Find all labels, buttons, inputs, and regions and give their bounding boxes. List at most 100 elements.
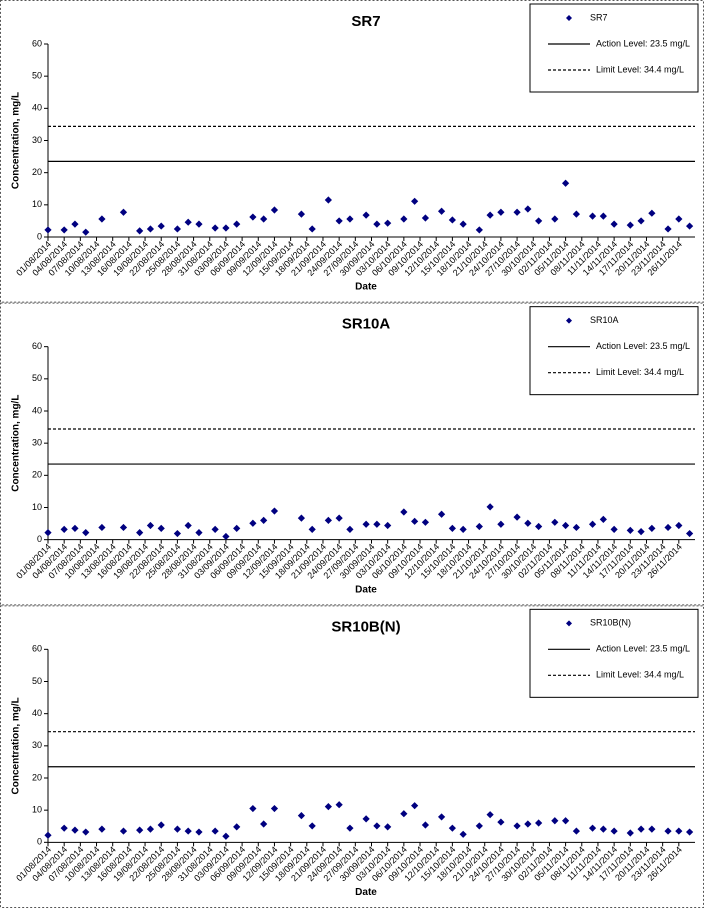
data-point bbox=[686, 828, 694, 836]
y-tick-label: 10 bbox=[32, 502, 42, 512]
data-point bbox=[486, 503, 494, 511]
y-tick-label: 0 bbox=[37, 534, 42, 544]
legend-label: Limit Level: 34.4 mg/L bbox=[596, 367, 684, 377]
data-point bbox=[459, 220, 467, 228]
data-point bbox=[82, 528, 90, 537]
data-point bbox=[308, 225, 316, 233]
data-point bbox=[346, 215, 354, 223]
y-tick-label: 50 bbox=[32, 676, 42, 686]
data-point bbox=[448, 216, 456, 224]
legend-label: Action Level: 23.5 mg/L bbox=[596, 644, 690, 654]
data-point bbox=[400, 810, 408, 818]
data-point bbox=[610, 220, 618, 228]
data-point bbox=[308, 525, 316, 533]
data-point bbox=[384, 521, 392, 530]
x-axis-title: Date bbox=[355, 282, 377, 293]
data-point bbox=[308, 822, 316, 830]
data-point bbox=[173, 225, 181, 233]
data-point bbox=[421, 821, 430, 829]
data-point bbox=[459, 830, 467, 838]
data-point bbox=[119, 523, 128, 532]
data-point bbox=[297, 514, 306, 522]
y-tick-label: 40 bbox=[32, 708, 42, 718]
data-point bbox=[297, 812, 306, 820]
data-point bbox=[475, 226, 483, 234]
data-point bbox=[98, 825, 106, 833]
data-point bbox=[362, 211, 370, 219]
data-point bbox=[637, 528, 645, 536]
data-point bbox=[44, 831, 52, 839]
data-point bbox=[222, 532, 230, 541]
legend-box bbox=[529, 306, 699, 396]
data-point bbox=[60, 226, 68, 234]
data-point bbox=[211, 224, 219, 232]
data-point bbox=[373, 220, 381, 228]
data-point bbox=[173, 825, 181, 833]
data-point bbox=[384, 219, 392, 227]
data-point bbox=[513, 208, 521, 216]
legend-marker bbox=[566, 15, 572, 21]
legend-box bbox=[529, 608, 699, 698]
y-tick-label: 20 bbox=[32, 772, 42, 782]
data-point bbox=[664, 827, 672, 835]
y-tick-label: 30 bbox=[32, 135, 42, 145]
x-axis-title: Date bbox=[355, 887, 377, 898]
data-point bbox=[562, 179, 570, 187]
data-point bbox=[60, 824, 68, 832]
data-point bbox=[335, 514, 343, 522]
data-point bbox=[260, 215, 268, 223]
legend-label: SR10B(N) bbox=[590, 618, 631, 628]
data-point bbox=[297, 210, 306, 218]
data-point bbox=[362, 815, 370, 823]
y-tick-label: 40 bbox=[32, 103, 42, 113]
data-point bbox=[211, 525, 219, 533]
data-point bbox=[335, 801, 343, 809]
data-point bbox=[324, 196, 332, 204]
y-tick-label: 50 bbox=[32, 71, 42, 81]
legend-label: Limit Level: 34.4 mg/L bbox=[596, 64, 684, 74]
data-point bbox=[233, 220, 241, 228]
data-point bbox=[146, 825, 155, 833]
data-point bbox=[637, 825, 645, 833]
y-tick-label: 10 bbox=[32, 199, 42, 209]
chart-panel: SR10A010203040506001/08/201404/08/201407… bbox=[0, 302, 704, 606]
data-point bbox=[136, 528, 144, 537]
legend-marker bbox=[566, 620, 572, 627]
data-point bbox=[648, 825, 656, 833]
data-point bbox=[448, 824, 456, 832]
x-axis-title: Date bbox=[355, 584, 377, 595]
data-point bbox=[572, 210, 580, 218]
data-point bbox=[157, 524, 165, 533]
data-point bbox=[249, 804, 257, 813]
legend-box bbox=[529, 3, 699, 93]
data-point bbox=[486, 211, 494, 219]
data-point bbox=[146, 521, 155, 530]
y-axis-title: Concentration, mg/L bbox=[11, 697, 22, 794]
data-point bbox=[411, 802, 419, 810]
data-point bbox=[119, 827, 128, 835]
data-point bbox=[411, 517, 419, 525]
data-point bbox=[400, 508, 408, 516]
data-point bbox=[44, 528, 52, 537]
y-axis-title: Concentration, mg/L bbox=[11, 92, 22, 189]
y-tick-label: 50 bbox=[32, 373, 42, 383]
data-point bbox=[260, 820, 268, 828]
data-point bbox=[233, 823, 241, 831]
data-point bbox=[588, 824, 597, 832]
data-point bbox=[82, 828, 90, 836]
data-point bbox=[437, 207, 446, 215]
data-point bbox=[270, 507, 279, 515]
data-point bbox=[572, 523, 580, 532]
data-point bbox=[551, 817, 559, 825]
data-point bbox=[675, 521, 683, 530]
data-point bbox=[459, 525, 467, 533]
data-point bbox=[610, 827, 618, 835]
legend-marker bbox=[566, 317, 572, 324]
data-point bbox=[233, 524, 241, 533]
data-point bbox=[362, 520, 370, 528]
data-point bbox=[664, 225, 672, 233]
data-point bbox=[675, 215, 683, 223]
data-point bbox=[610, 525, 618, 533]
y-tick-label: 60 bbox=[32, 341, 42, 351]
chart-panel: SR7010203040506001/08/201404/08/201407/0… bbox=[0, 0, 704, 303]
